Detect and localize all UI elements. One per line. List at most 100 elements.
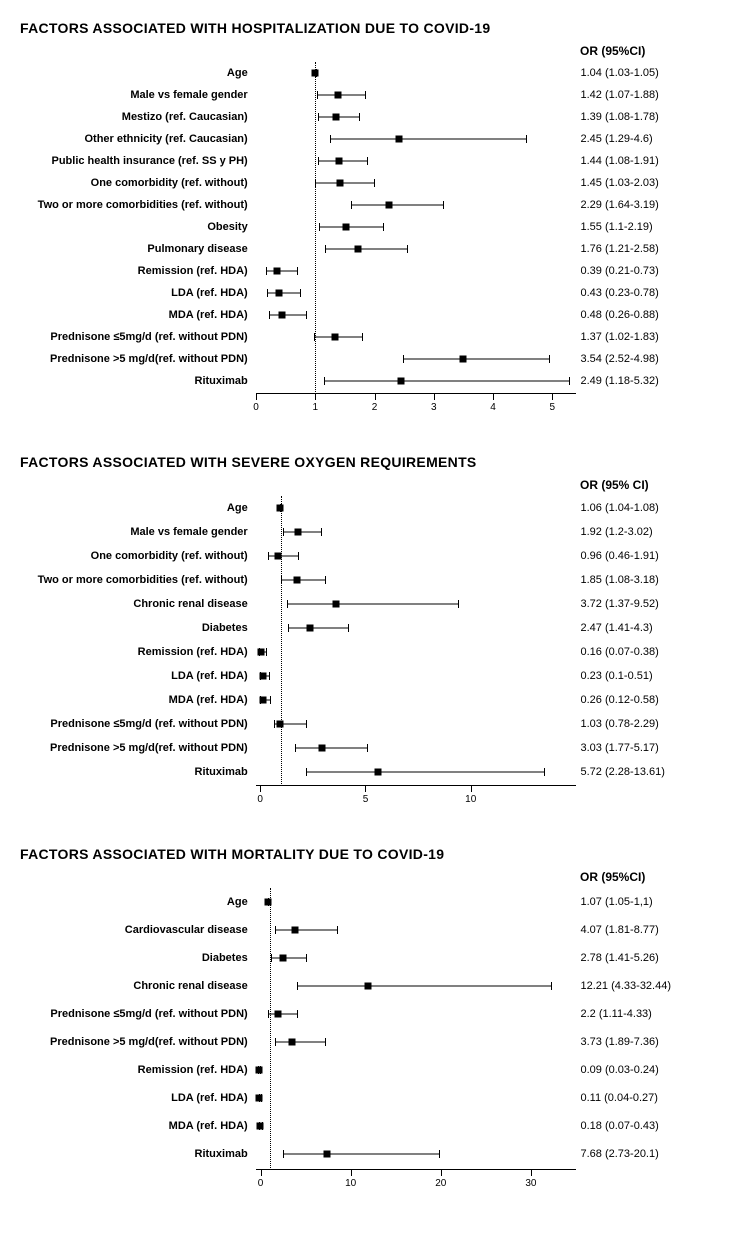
point-estimate-marker bbox=[306, 625, 313, 632]
ci-cap-high bbox=[367, 744, 368, 752]
point-estimate-marker bbox=[398, 378, 405, 385]
ci-cap-high bbox=[439, 1150, 440, 1158]
ci-cap-high bbox=[365, 91, 366, 99]
point-estimate-marker bbox=[275, 1011, 282, 1018]
forest-row: Chronic renal disease12.21 (4.33-32.44) bbox=[20, 972, 729, 1000]
or-value: 0.11 (0.04-0.27) bbox=[571, 1092, 730, 1104]
forest-row: Prednisone ≤5mg/d (ref. without PDN)1.37… bbox=[20, 326, 729, 348]
ci-cap-low bbox=[318, 113, 319, 121]
plot-cell bbox=[254, 106, 571, 128]
ci-cap-low bbox=[330, 135, 331, 143]
point-estimate-marker bbox=[331, 334, 338, 341]
row-label: One comorbidity (ref. without) bbox=[20, 177, 254, 189]
forest-row: Prednisone ≤5mg/d (ref. without PDN)2.2 … bbox=[20, 1000, 729, 1028]
ci-cap-high bbox=[306, 311, 307, 319]
plot-cell bbox=[254, 1056, 571, 1084]
row-label: Prednisone ≤5mg/d (ref. without PDN) bbox=[20, 331, 254, 343]
row-label: Remission (ref. HDA) bbox=[20, 646, 254, 658]
ci-cap-high bbox=[306, 954, 307, 962]
row-label: One comorbidity (ref. without) bbox=[20, 550, 254, 562]
row-label: Prednisone >5 mg/d(ref. without PDN) bbox=[20, 1036, 254, 1048]
ci-cap-high bbox=[569, 377, 570, 385]
or-value: 2.49 (1.18-5.32) bbox=[571, 375, 730, 387]
row-label: Mestizo (ref. Caucasian) bbox=[20, 111, 254, 123]
row-label: Prednisone ≤5mg/d (ref. without PDN) bbox=[20, 718, 254, 730]
ci-cap-high bbox=[458, 600, 459, 608]
axis-tick bbox=[256, 394, 257, 400]
plot-cell bbox=[254, 736, 571, 760]
forest-row: Chronic renal disease3.72 (1.37-9.52) bbox=[20, 592, 729, 616]
plot-area: Age1.07 (1.05-1,1)Cardiovascular disease… bbox=[20, 888, 729, 1169]
forest-row: Mestizo (ref. Caucasian)1.39 (1.08-1.78) bbox=[20, 106, 729, 128]
axis-tick-label: 1 bbox=[312, 402, 318, 413]
point-estimate-marker bbox=[386, 202, 393, 209]
axis-tick bbox=[434, 394, 435, 400]
forest-row: Male vs female gender1.42 (1.07-1.88) bbox=[20, 84, 729, 106]
point-estimate-marker bbox=[275, 553, 282, 560]
axis-tick-label: 2 bbox=[372, 402, 378, 413]
or-value: 1.45 (1.03-2.03) bbox=[571, 177, 730, 189]
plot-cell bbox=[254, 282, 571, 304]
point-estimate-marker bbox=[312, 70, 319, 77]
forest-row: MDA (ref. HDA)0.48 (0.26-0.88) bbox=[20, 304, 729, 326]
point-estimate-marker bbox=[333, 601, 340, 608]
plot-cell bbox=[254, 916, 571, 944]
ci-cap-high bbox=[269, 672, 270, 680]
ci-cap-high bbox=[374, 179, 375, 187]
or-value: 0.48 (0.26-0.88) bbox=[571, 309, 730, 321]
forest-row: MDA (ref. HDA)0.26 (0.12-0.58) bbox=[20, 688, 729, 712]
or-value: 1.42 (1.07-1.88) bbox=[571, 89, 730, 101]
forest-row: Remission (ref. HDA)0.16 (0.07-0.38) bbox=[20, 640, 729, 664]
ci-line bbox=[268, 1014, 297, 1015]
reference-line bbox=[281, 496, 282, 784]
ci-cap-low bbox=[306, 768, 307, 776]
ci-line bbox=[269, 315, 306, 316]
or-value: 4.07 (1.81-8.77) bbox=[571, 924, 730, 936]
forest-row: Age1.06 (1.04-1.08) bbox=[20, 496, 729, 520]
or-value: 0.43 (0.23-0.78) bbox=[571, 287, 730, 299]
plot-cell bbox=[254, 1028, 571, 1056]
point-estimate-marker bbox=[256, 1123, 263, 1130]
row-label: Rituximab bbox=[20, 375, 254, 387]
point-estimate-marker bbox=[354, 246, 361, 253]
or-value: 1.55 (1.1-2.19) bbox=[571, 221, 730, 233]
plot-cell bbox=[254, 238, 571, 260]
or-value: 0.96 (0.46-1.91) bbox=[571, 550, 730, 562]
row-label: Prednisone >5 mg/d(ref. without PDN) bbox=[20, 742, 254, 754]
plot-cell bbox=[254, 520, 571, 544]
ci-cap-low bbox=[324, 377, 325, 385]
plot-cell bbox=[254, 592, 571, 616]
point-estimate-marker bbox=[258, 649, 265, 656]
plot-cell bbox=[254, 1140, 571, 1168]
plot-cell bbox=[254, 760, 571, 784]
row-label: Remission (ref. HDA) bbox=[20, 265, 254, 277]
point-estimate-marker bbox=[295, 529, 302, 536]
row-label: Prednisone >5 mg/d(ref. without PDN) bbox=[20, 353, 254, 365]
ci-cap-high bbox=[306, 720, 307, 728]
axis-tick-label: 20 bbox=[435, 1178, 446, 1189]
row-label: Two or more comorbidities (ref. without) bbox=[20, 199, 254, 211]
ci-cap-high bbox=[298, 552, 299, 560]
ci-line bbox=[351, 205, 443, 206]
ci-cap-high bbox=[297, 1010, 298, 1018]
forest-row: Cardiovascular disease4.07 (1.81-8.77) bbox=[20, 916, 729, 944]
ci-line bbox=[268, 556, 299, 557]
or-value: 1.07 (1.05-1,1) bbox=[571, 896, 730, 908]
ci-line bbox=[288, 628, 349, 629]
ci-cap-high bbox=[551, 982, 552, 990]
point-estimate-marker bbox=[273, 268, 280, 275]
ci-cap-low bbox=[319, 223, 320, 231]
axis-tick bbox=[365, 786, 366, 792]
ci-cap-high bbox=[407, 245, 408, 253]
ci-cap-low bbox=[266, 267, 267, 275]
or-value: 2.29 (1.64-3.19) bbox=[571, 199, 730, 211]
plot-cell bbox=[254, 1112, 571, 1140]
ci-cap-high bbox=[549, 355, 550, 363]
plot-area: Age1.06 (1.04-1.08)Male vs female gender… bbox=[20, 496, 729, 785]
ci-cap-low bbox=[268, 1010, 269, 1018]
plot-cell bbox=[254, 128, 571, 150]
or-value: 2.45 (1.29-4.6) bbox=[571, 133, 730, 145]
forest-row: Prednisone >5 mg/d(ref. without PDN)3.03… bbox=[20, 736, 729, 760]
forest-row: Age1.07 (1.05-1,1) bbox=[20, 888, 729, 916]
axis-tick bbox=[471, 786, 472, 792]
